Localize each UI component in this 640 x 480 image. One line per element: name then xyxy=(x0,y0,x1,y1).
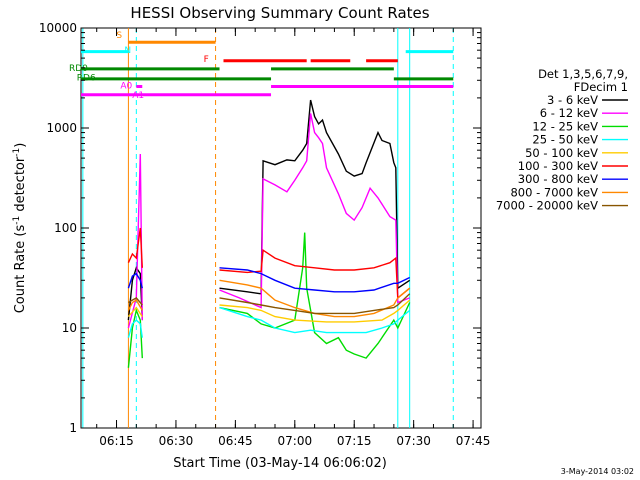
legend-label-3: 25 - 50 keV xyxy=(532,133,598,147)
x-axis-label: Start Time (03-May-14 06:06:02) xyxy=(173,456,387,471)
x-tick-label-3: 07:00 xyxy=(278,434,313,448)
flag-label-4: RD6 xyxy=(77,73,96,83)
series-line-8-1 xyxy=(219,293,411,315)
series-line-0-1 xyxy=(219,99,411,295)
series-line-5-0 xyxy=(127,227,143,268)
series-lines xyxy=(127,99,411,368)
y-tick-label-0: 1 xyxy=(69,421,77,435)
legend-header-1: Det 1,3,5,6,7,9, xyxy=(538,67,628,81)
y-axis-label-sup1: -1 xyxy=(12,216,22,225)
legend-label-0: 3 - 6 keV xyxy=(547,93,598,107)
y-tick-label-2: 100 xyxy=(54,221,77,235)
y-axis-label-end: ) xyxy=(13,143,28,148)
y-axis-label: Count Rate (s-1 detector-1) xyxy=(12,143,28,314)
series-line-7-0 xyxy=(127,299,143,311)
y-tick-label-1: 10 xyxy=(62,321,77,335)
legend-label-5: 100 - 300 keV xyxy=(518,159,598,173)
x-tick-label-4: 07:15 xyxy=(337,434,372,448)
series-line-1-1 xyxy=(219,113,410,309)
timestamp: 3-May-2014 03:02 xyxy=(561,467,634,476)
flag-label-1: N xyxy=(124,46,131,56)
chart-title: HESSI Observing Summary Count Rates xyxy=(130,4,429,22)
axis-ticks: 06:15 06:30 06:45 07:00 07:15 07:30 07:45 1 10 10… xyxy=(39,21,491,448)
series-line-7-1 xyxy=(219,279,411,318)
x-tick-label-1: 06:30 xyxy=(159,434,194,448)
series-line-2-1 xyxy=(219,232,411,359)
legend-label-2: 12 - 25 keV xyxy=(532,119,598,133)
flag-label-3: RD0 xyxy=(69,64,88,74)
series-line-4-1 xyxy=(219,299,411,323)
flag-label-6: A1 xyxy=(132,91,144,101)
y-tick-label-3: 1000 xyxy=(46,121,77,135)
flag-label-5: A0 xyxy=(120,82,132,92)
y-axis-label-main: Count Rate (s xyxy=(13,225,28,314)
series-line-4-0 xyxy=(127,306,143,318)
x-tick-label-2: 06:45 xyxy=(218,434,253,448)
y-tick-label-4: 10000 xyxy=(39,21,77,35)
series-line-3-0 xyxy=(127,319,143,338)
x-tick-label-5: 07:30 xyxy=(396,434,431,448)
legend-label-6: 300 - 800 keV xyxy=(518,172,598,186)
x-tick-label-6: 07:45 xyxy=(456,434,491,448)
y-axis-label-sup2: -1 xyxy=(12,148,22,157)
flag-bars xyxy=(81,40,454,97)
series-line-6-1 xyxy=(219,267,411,293)
legend-header-2: FDecim 1 xyxy=(574,80,628,94)
flag-label-2: F xyxy=(204,55,209,65)
legend-label-1: 6 - 12 keV xyxy=(540,106,598,120)
legend-label-8: 7000 - 20000 keV xyxy=(496,199,598,213)
y-axis-label-mid: detector xyxy=(13,156,28,216)
series-line-8-0 xyxy=(128,297,143,306)
flag-label-0: S xyxy=(116,31,122,41)
legend-label-4: 50 - 100 keV xyxy=(525,146,598,160)
series-line-3-1 xyxy=(219,306,411,334)
x-tick-label-0: 06:15 xyxy=(99,434,134,448)
series-line-0-0 xyxy=(127,266,143,321)
series-line-6-0 xyxy=(127,272,143,289)
legend-label-7: 800 - 7000 keV xyxy=(510,185,598,199)
series-line-5-1 xyxy=(219,248,411,300)
